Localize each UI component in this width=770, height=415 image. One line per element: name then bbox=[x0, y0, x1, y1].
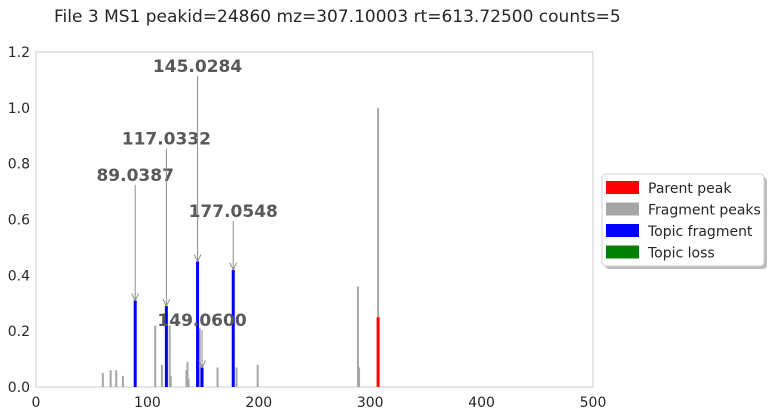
fragment-peaks-bar-7 bbox=[169, 375, 172, 387]
fragment-peaks-bar-4 bbox=[154, 325, 157, 387]
fragment-peaks-bar-2 bbox=[115, 370, 118, 387]
x-tick-label-1: 100 bbox=[134, 395, 161, 411]
topic-fragment-bar-2 bbox=[196, 261, 200, 388]
chart-title: File 3 MS1 peakid=24860 mz=307.10003 rt=… bbox=[54, 7, 621, 27]
x-tick-label-0: 0 bbox=[32, 395, 41, 411]
fragment-peaks-bar-12 bbox=[216, 367, 219, 387]
legend-label-parent-peak: Parent peak bbox=[648, 181, 732, 197]
parent-peak-bar-0 bbox=[376, 317, 380, 387]
annotation-label-0: 89.0387 bbox=[96, 166, 173, 186]
topic-fragment-bar-1 bbox=[164, 306, 168, 387]
x-tick-label-4: 400 bbox=[468, 395, 495, 411]
legend-label-fragment-peaks: Fragment peaks bbox=[648, 203, 761, 219]
topic-fragment-bar-4 bbox=[231, 269, 235, 387]
legend-swatch-fragment-peaks bbox=[606, 202, 639, 216]
y-tick-label-4: 0.8 bbox=[8, 157, 30, 173]
annotation-arrowhead-1 bbox=[162, 298, 171, 308]
legend-label-topic-fragment: Topic fragment bbox=[647, 224, 753, 240]
annotation-arrowhead-0 bbox=[131, 293, 140, 302]
topic-fragment-bar-0 bbox=[133, 300, 137, 387]
y-tick-label-3: 0.6 bbox=[8, 213, 30, 229]
x-tick-label-3: 300 bbox=[357, 395, 384, 411]
fragment-peaks-bar-9 bbox=[186, 361, 189, 388]
annotation-label-3: 177.0548 bbox=[189, 202, 278, 222]
y-tick-label-2: 0.4 bbox=[8, 268, 30, 284]
y-tick-label-0: 0.0 bbox=[8, 380, 30, 396]
fragment-peaks-bar-8 bbox=[185, 370, 188, 387]
fragment-peaks-bar-10 bbox=[187, 378, 190, 388]
legend-box bbox=[601, 173, 765, 267]
annotation-label-4: 149.0600 bbox=[157, 311, 246, 331]
plot-area bbox=[35, 51, 594, 388]
fragment-peaks-bar-3 bbox=[121, 375, 124, 387]
annotations-group: 89.0387 117.0332 145.0284 177.0548 149.0600 bbox=[96, 57, 278, 369]
legend-swatch-parent-peak bbox=[606, 181, 639, 194]
topic-fragment-bar-3 bbox=[200, 367, 204, 387]
y-tick-label-6: 1.2 bbox=[8, 45, 30, 61]
y-axis-ticks: 0.0 0.2 0.4 0.6 0.8 1.0 1.2 bbox=[8, 45, 30, 396]
x-axis-ticks: 0 100 200 300 400 500 bbox=[32, 395, 607, 411]
fragment-peaks-bar-6 bbox=[168, 325, 171, 387]
annotation-label-2: 145.0284 bbox=[153, 57, 242, 77]
annotation-arrowhead-3 bbox=[229, 262, 238, 271]
annotation-label-1: 117.0332 bbox=[122, 130, 211, 150]
legend-swatch-topic-fragment bbox=[606, 224, 639, 237]
fragment-peaks-bar-17 bbox=[377, 107, 380, 387]
fragment-peaks-bar-16 bbox=[358, 367, 361, 387]
x-tick-label-5: 500 bbox=[580, 395, 607, 411]
annotation-arrowhead-2 bbox=[193, 254, 202, 263]
fragment-peaks-bar-15 bbox=[356, 286, 359, 387]
y-tick-label-1: 0.2 bbox=[8, 324, 30, 340]
legend-swatch-topic-loss bbox=[606, 245, 639, 259]
legend: Parent peak Fragment peaks Topic fragment T… bbox=[601, 173, 767, 269]
annotation-arrowhead-4 bbox=[198, 360, 206, 369]
y-tick-label-5: 1.0 bbox=[8, 101, 30, 117]
fragment-peaks-bar-0 bbox=[101, 373, 104, 387]
fragment-peaks-bar-14 bbox=[256, 364, 259, 387]
fragment-peaks-bar-11 bbox=[198, 328, 201, 388]
legend-label-topic-loss: Topic loss bbox=[647, 246, 715, 262]
bars-group bbox=[101, 107, 380, 388]
fragment-peaks-bar-1 bbox=[109, 370, 112, 387]
fragment-peaks-bar-5 bbox=[160, 364, 163, 387]
fragment-peaks-bar-13 bbox=[235, 367, 238, 387]
x-tick-label-2: 200 bbox=[245, 395, 272, 411]
